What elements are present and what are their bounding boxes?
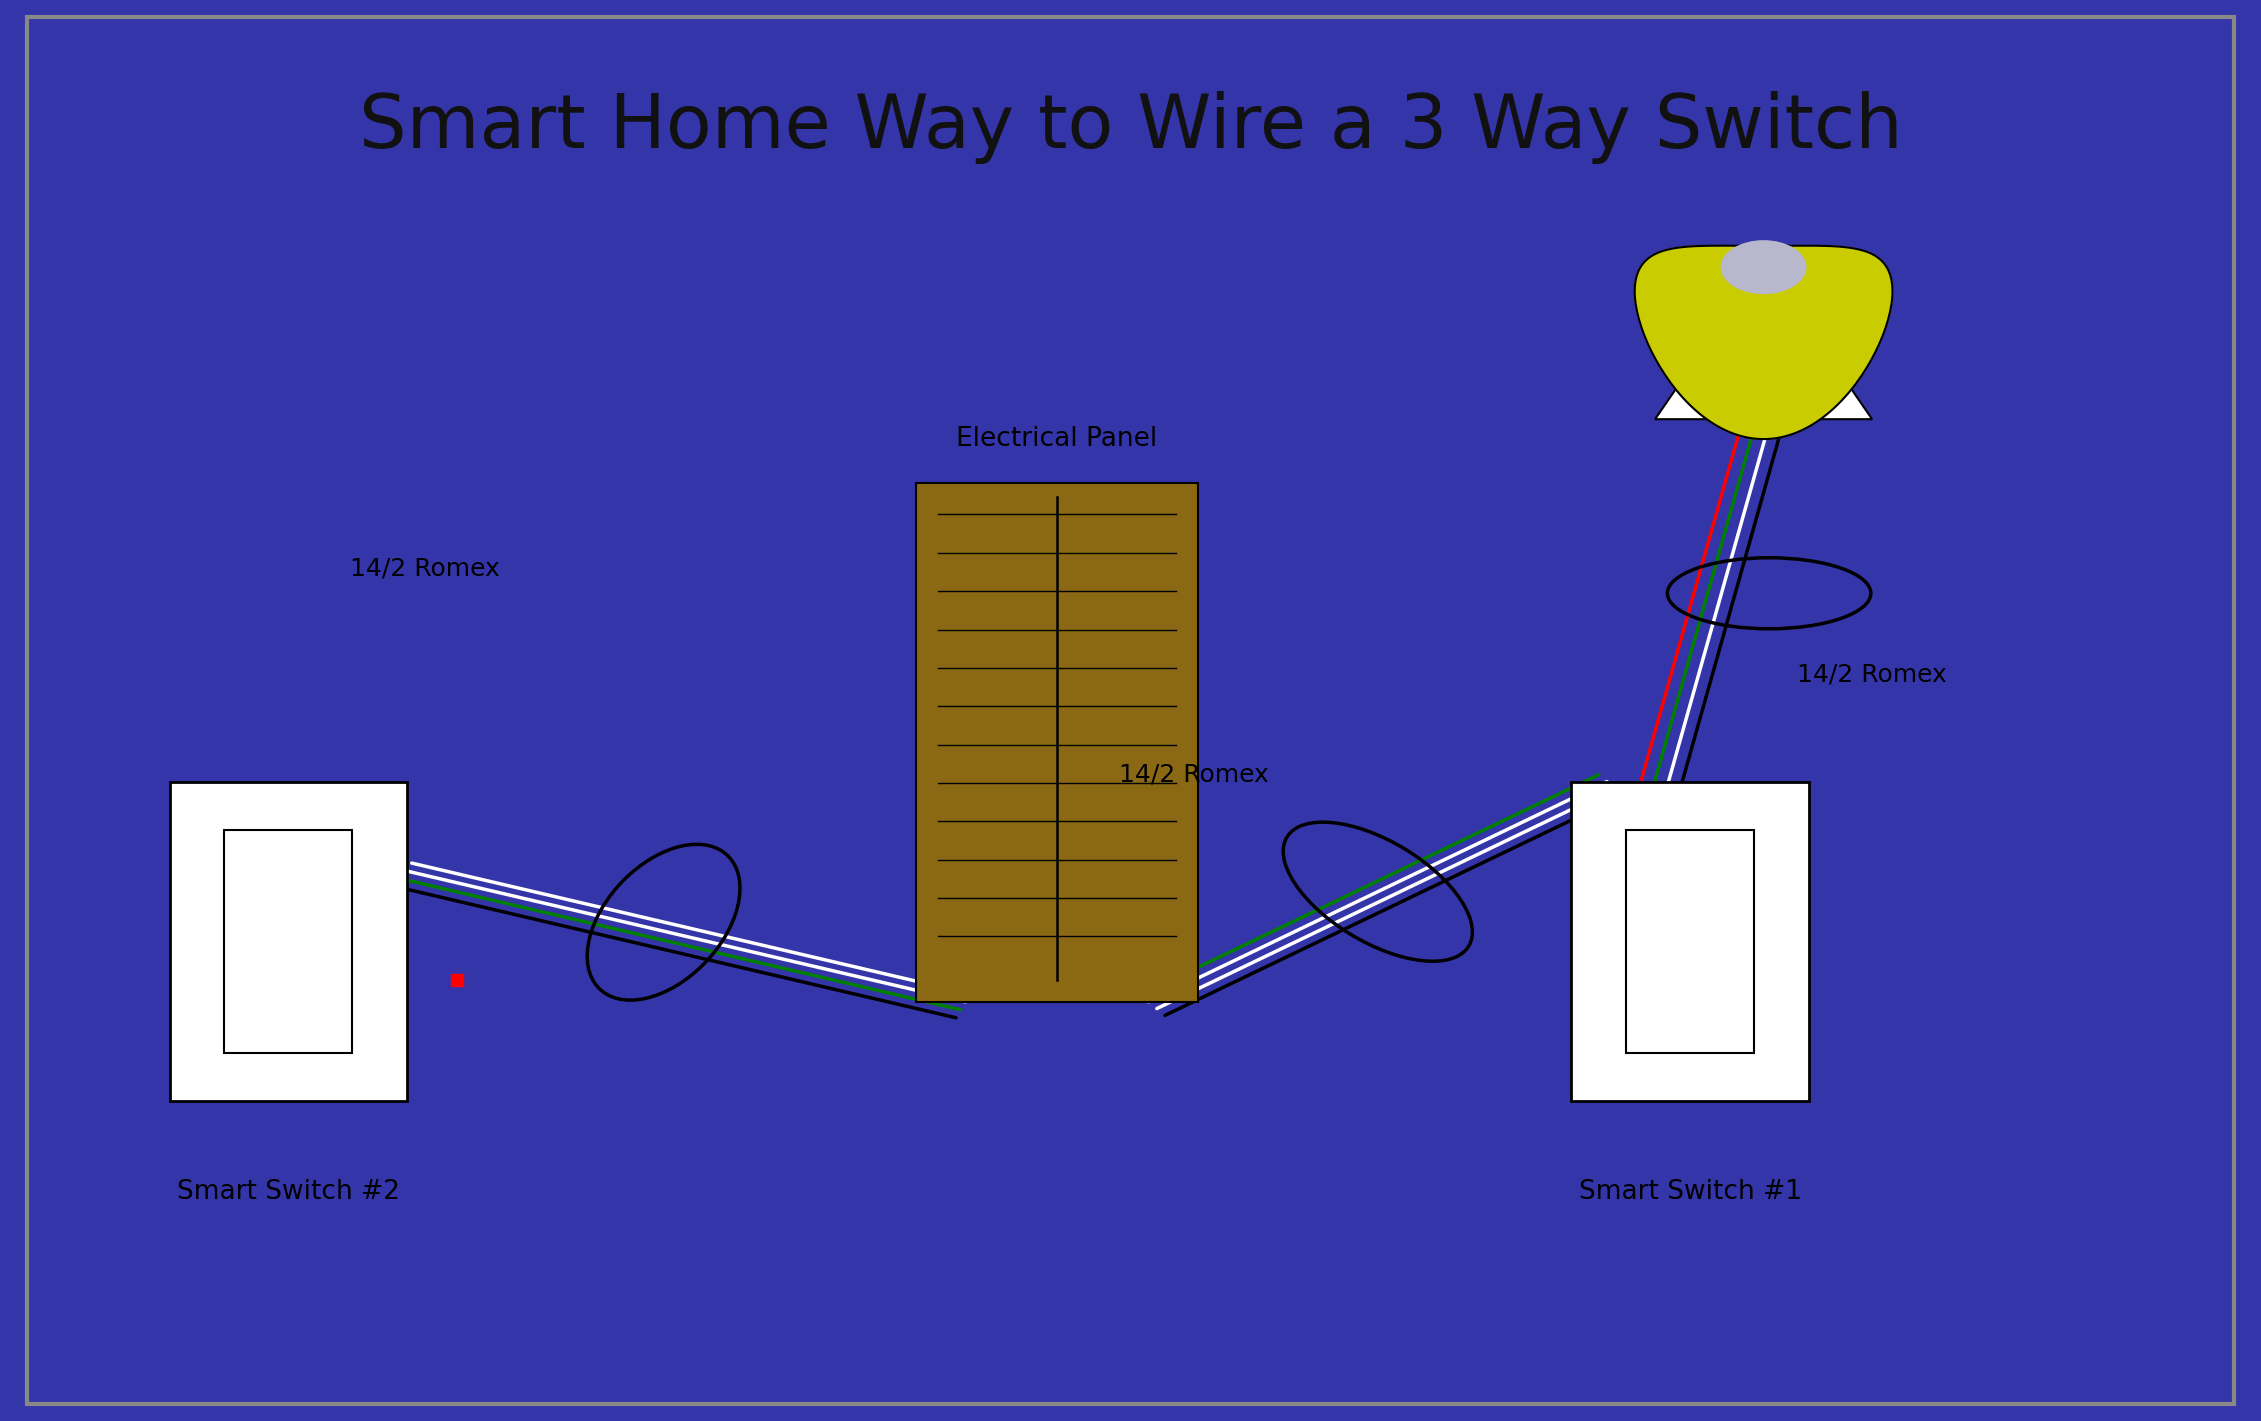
Text: 14/2 Romex: 14/2 Romex	[350, 557, 500, 580]
Bar	[224, 830, 353, 1053]
Bar	[1714, 317, 1813, 367]
Ellipse shape	[1721, 240, 1807, 294]
Text: Smart Home Way to Wire a 3 Way Switch: Smart Home Way to Wire a 3 Way Switch	[359, 91, 1902, 165]
Text: 14/2 Romex: 14/2 Romex	[1119, 763, 1268, 786]
Bar	[1571, 782, 1809, 1101]
Polygon shape	[1635, 246, 1892, 439]
Bar	[916, 483, 1198, 1002]
Text: Smart Switch #2: Smart Switch #2	[176, 1179, 400, 1205]
Bar	[1626, 830, 1755, 1053]
Text: Electrical Panel: Electrical Panel	[956, 426, 1158, 452]
Polygon shape	[1655, 367, 1872, 419]
Text: Smart Switch #1: Smart Switch #1	[1578, 1179, 1802, 1205]
Bar	[170, 782, 407, 1101]
Text: 14/2 Romex: 14/2 Romex	[1797, 664, 1947, 686]
